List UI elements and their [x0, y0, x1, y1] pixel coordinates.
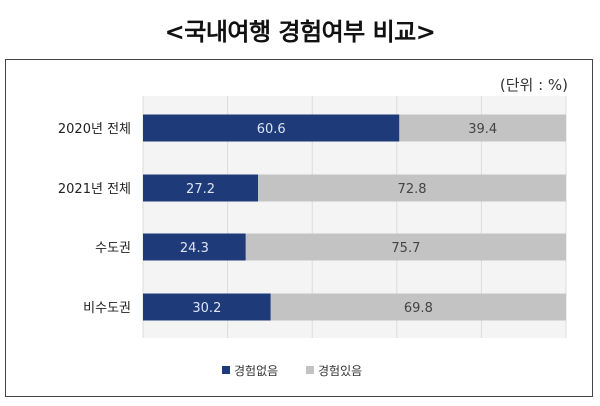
legend-label: 경험있음 [318, 364, 362, 378]
legend-label: 경험없음 [234, 364, 278, 378]
bar-experience [258, 174, 566, 202]
bar-no-experience [143, 174, 259, 202]
unit-label: (단위 : %) [499, 76, 568, 94]
data-label: 39.4 [468, 122, 497, 137]
data-label: 24.3 [180, 241, 209, 256]
data-label: 27.2 [186, 182, 215, 197]
bar-experience [270, 293, 566, 321]
legend-swatch [306, 366, 314, 374]
category-label: 비수도권 [83, 301, 131, 316]
chart-frame [5, 59, 593, 397]
category-label: 2021년 전체 [58, 182, 131, 197]
category-label: 2020년 전체 [58, 122, 131, 137]
category-label: 수도권 [95, 241, 131, 256]
bar-no-experience [143, 293, 271, 321]
bar-experience [245, 233, 566, 261]
legend-swatch [222, 366, 230, 374]
data-label: 75.7 [391, 241, 420, 256]
data-label: 60.6 [257, 122, 286, 137]
bar-no-experience [143, 114, 400, 142]
bar-no-experience [143, 233, 246, 261]
data-label: 30.2 [192, 301, 221, 316]
chart-title: <국내여행 경험여부 비교> [164, 18, 436, 46]
data-label: 69.8 [404, 301, 433, 316]
bar-experience [399, 114, 566, 142]
data-label: 72.8 [398, 182, 427, 197]
